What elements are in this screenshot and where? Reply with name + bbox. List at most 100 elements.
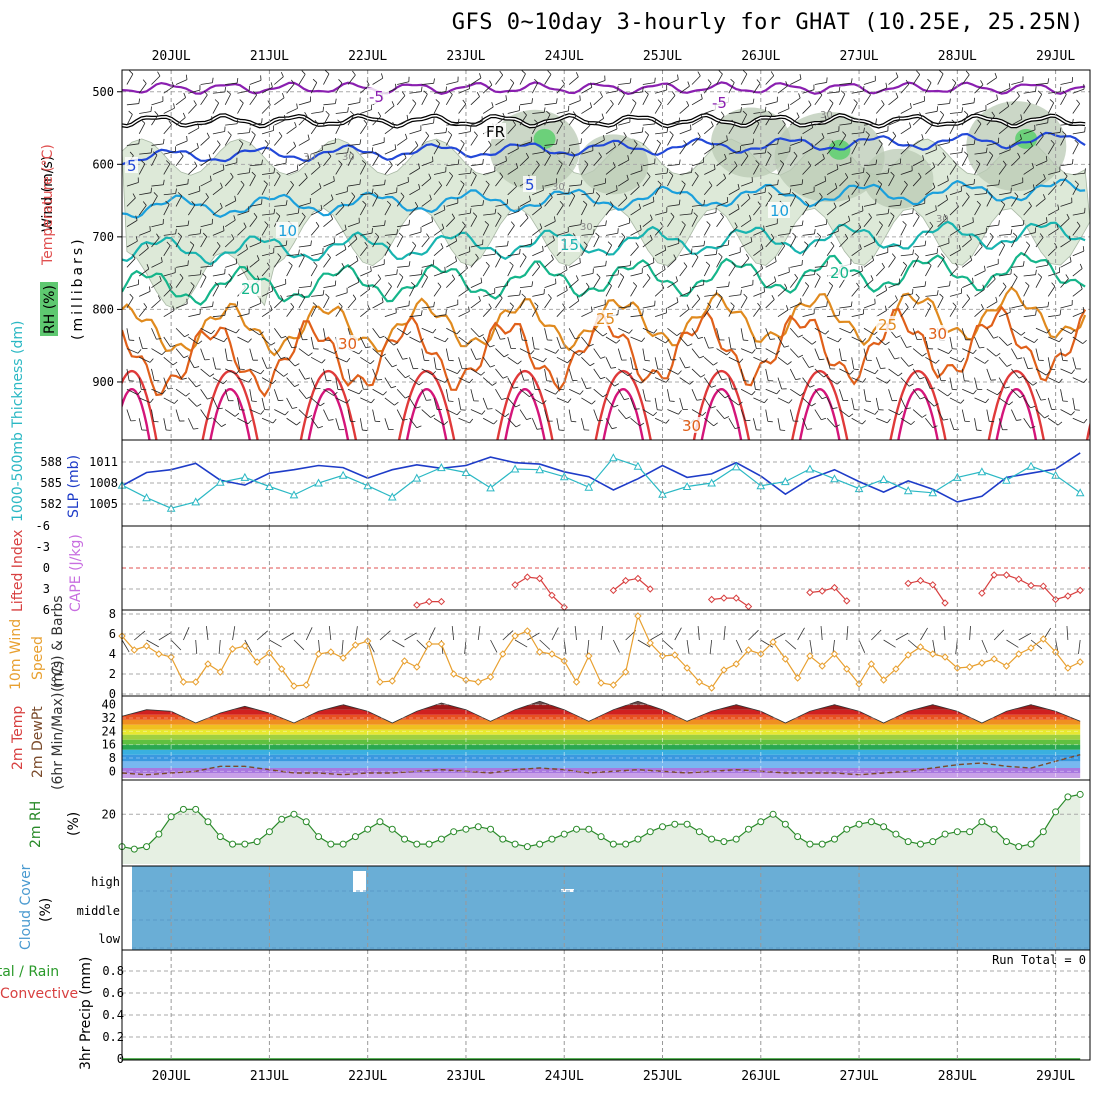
rh2m-point [794, 833, 802, 841]
rh-contour-label: 30 [303, 152, 316, 163]
wind-barb [359, 123, 368, 135]
wind-barb-flag [405, 375, 410, 379]
wind-barb-flag [375, 232, 380, 238]
wind-speed-point [744, 646, 753, 654]
date-label-top: 29JUL [1036, 49, 1075, 64]
wind-barb [163, 356, 174, 366]
thickness-point [1026, 461, 1036, 470]
wind-barb-flag [357, 277, 360, 283]
wind-speed-point [499, 650, 507, 658]
wind-barb [937, 156, 946, 167]
wind-barb-flag [330, 194, 334, 200]
wind-tick-label: 2 [109, 667, 116, 681]
wind-barb [175, 117, 186, 126]
wind-barb-flag [792, 232, 797, 237]
wind-barb-flag [362, 200, 367, 205]
wind-speed-point [929, 650, 937, 658]
upper-ylabel-rh: RH (%) [42, 285, 58, 334]
wind-barb-flag [338, 302, 343, 307]
wind-barb [261, 86, 273, 94]
wind-barb-flag [884, 305, 887, 311]
rh2m-point [241, 840, 249, 848]
wind-barb [912, 74, 921, 85]
wind-barb [1048, 314, 1061, 318]
wind-barb-flag [469, 418, 474, 424]
wind-barb-flag [169, 283, 173, 289]
temp-color-band [122, 704, 1081, 710]
wind-barb-flag [590, 82, 593, 88]
wind-barb-flag [531, 281, 534, 287]
wind-barb [630, 357, 634, 370]
wind-barb [961, 114, 969, 126]
wind-barb-flag [1035, 86, 1037, 92]
wind-barb-flag [595, 232, 600, 237]
wind-barb-flag [293, 141, 297, 147]
wind-barb-flag [848, 215, 851, 221]
wind-barb-flag [596, 273, 601, 278]
wind-barb-flag [341, 263, 345, 268]
wind-barb-flag [836, 164, 839, 170]
wind-barb [703, 224, 711, 236]
wind-barb [396, 276, 404, 288]
wind-barb [188, 147, 199, 155]
wind-barb [728, 356, 740, 363]
wind-barb [655, 312, 667, 318]
wind-barb [175, 277, 184, 288]
wind-barb [998, 164, 1007, 175]
wind-barb [839, 135, 847, 146]
wind-barb [451, 626, 455, 641]
wind-barb [728, 226, 738, 236]
wind-barb-flag [734, 222, 738, 228]
wind-barb [286, 126, 297, 135]
wind-barb [605, 232, 618, 236]
wind-barb [814, 120, 827, 126]
wind-barb [483, 253, 496, 257]
wind-barb [863, 123, 876, 126]
wind-barb [347, 74, 356, 85]
wind-barb [986, 142, 999, 146]
wind-barb [802, 418, 808, 430]
wind-barb [286, 306, 295, 317]
wind-barb [464, 639, 467, 654]
wind-barb-flag [1045, 155, 1048, 162]
wind-barb [851, 336, 863, 343]
wind-barb-flag [135, 215, 138, 221]
wind-barb-flag [952, 78, 957, 84]
wind-barb [151, 388, 163, 395]
wind-barb-flag [755, 160, 760, 165]
wind-barb [949, 377, 953, 390]
wind-barb-flag [431, 216, 434, 222]
wind-barb-flag [720, 111, 725, 117]
wind-barb-flag [301, 70, 306, 75]
wind-barb [458, 143, 465, 155]
wind-barb [1072, 131, 1085, 135]
wind-barb [999, 192, 1011, 196]
wind-barb [384, 273, 397, 277]
wind-barb [446, 278, 455, 288]
wind-barb [163, 163, 171, 175]
wind-barb [470, 389, 475, 401]
wind-barb-flag [423, 273, 428, 278]
wind-barb [1011, 138, 1022, 146]
wind-barb-flag [236, 78, 239, 84]
wind-barb-flag [788, 399, 793, 404]
wind-barb-flag [499, 172, 504, 177]
thickness-line [121, 457, 1081, 509]
wind-barb-flag [1005, 121, 1009, 127]
wind-barb [1035, 135, 1044, 146]
contour-label-bg [876, 316, 898, 332]
upper-tick-label: 700 [92, 230, 114, 244]
wind-barb-flag [921, 414, 927, 418]
wind-barb-flag [296, 103, 298, 109]
wind-barb [261, 130, 274, 135]
wind-barb [974, 289, 985, 297]
rh2m-point [646, 828, 654, 836]
wind-barb [630, 208, 641, 216]
wind-barb-flag [670, 212, 675, 217]
wind-barb [433, 91, 446, 94]
wind-barb [753, 230, 765, 236]
wind-barb [962, 143, 975, 146]
wind-barb-flag [457, 118, 460, 124]
